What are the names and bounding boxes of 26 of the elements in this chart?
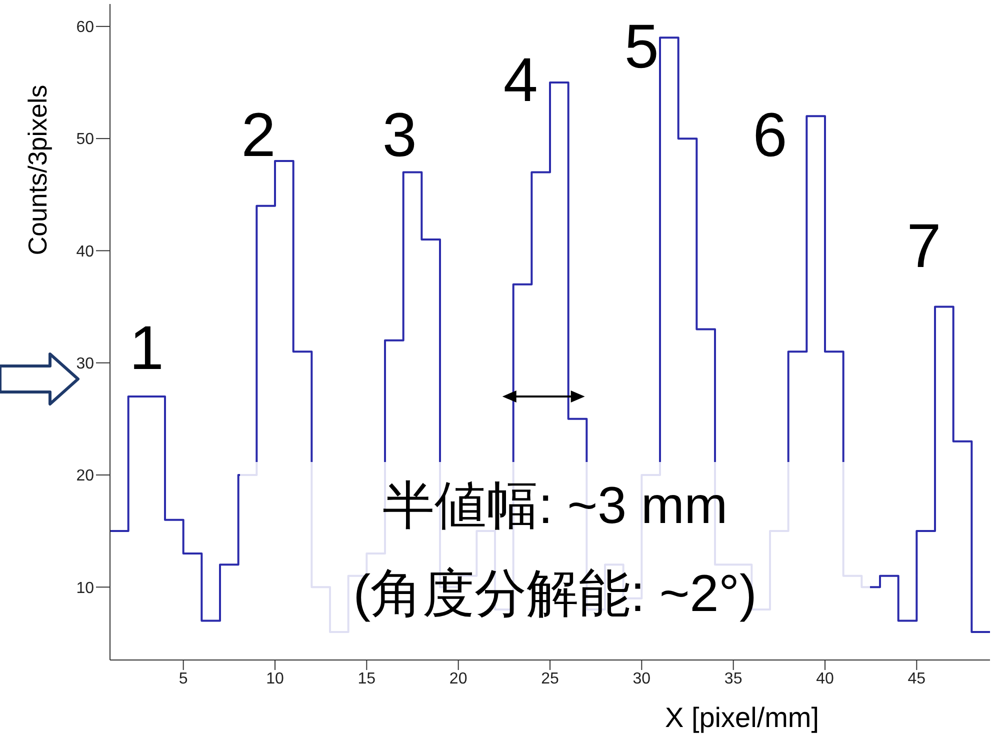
- annotation: 7: [906, 212, 942, 282]
- annotation: (角度分解能: ~2°): [352, 564, 758, 625]
- y-tick-label: 60: [76, 19, 94, 36]
- y-tick-label: 50: [76, 131, 94, 148]
- y-tick-label: 30: [76, 356, 94, 373]
- x-tick-label: 40: [816, 670, 834, 688]
- annotation: 1: [129, 314, 164, 384]
- x-tick-label: 45: [908, 670, 926, 688]
- y-tick-label: 10: [76, 580, 94, 597]
- y-axis-title: Counts/3pixels: [22, 84, 54, 256]
- x-tick-label: 15: [358, 670, 376, 688]
- x-tick-label: 5: [178, 670, 188, 688]
- annotation: 2: [241, 101, 276, 170]
- y-tick-label: 40: [76, 243, 94, 260]
- x-tick-label: 35: [724, 670, 742, 688]
- x-tick-label: 25: [541, 670, 559, 688]
- x-axis-title: X [pixel/mm]: [665, 702, 820, 734]
- x-tick-label: 20: [449, 670, 468, 688]
- y-tick-label: 20: [76, 468, 94, 485]
- annotation: 6: [752, 101, 788, 170]
- x-tick-label: 10: [266, 670, 284, 688]
- x-tick-label: 30: [632, 670, 651, 688]
- annotation: 半値幅: ~3 mm: [381, 476, 729, 537]
- annotation: 5: [624, 12, 659, 82]
- annotation: 4: [503, 46, 538, 116]
- annotation: 3: [382, 101, 417, 170]
